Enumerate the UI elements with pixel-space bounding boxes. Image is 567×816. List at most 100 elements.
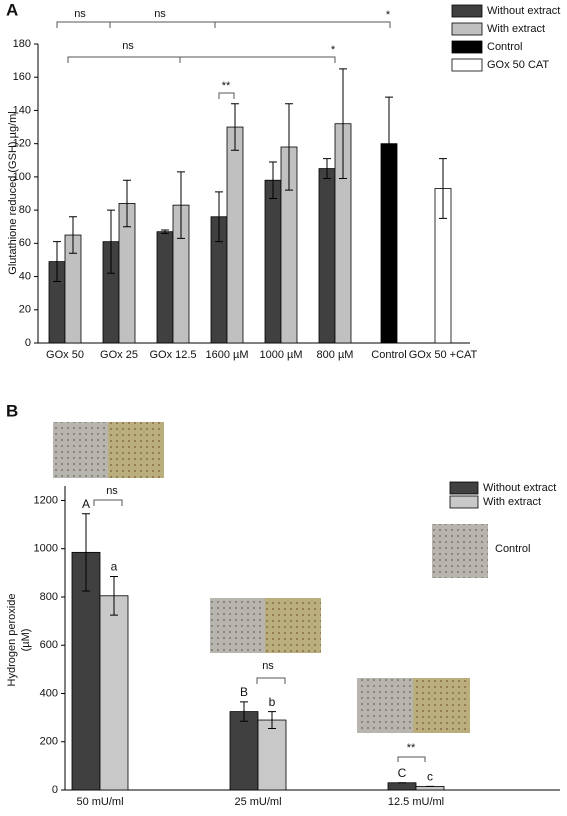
legend-label: Control	[487, 41, 522, 53]
significance-label: *	[386, 9, 391, 21]
error-bar	[123, 179, 131, 228]
legend-swatch	[449, 481, 479, 495]
bar	[156, 231, 174, 344]
legend-swatch	[451, 4, 483, 18]
bar-letter: A	[82, 497, 90, 511]
y-axis-label: Hydrogen peroxide	[6, 594, 18, 687]
significance-label: ns	[74, 8, 86, 20]
error-bar	[110, 575, 118, 616]
significance-bracket	[397, 756, 426, 762]
error-bar	[269, 161, 277, 199]
bar-letter: B	[240, 685, 248, 699]
error-bar	[231, 103, 239, 151]
error-bar	[82, 513, 90, 592]
significance-label: **	[407, 742, 416, 754]
micro-image	[210, 598, 265, 653]
error-bar	[69, 216, 77, 254]
significance-label: **	[222, 80, 231, 92]
error-bar	[177, 171, 185, 239]
bar-letter: b	[269, 695, 276, 709]
significance-bracket	[256, 677, 286, 684]
legend-swatch	[451, 40, 483, 54]
error-bar	[107, 209, 115, 274]
x-tick-label: GOx 12.5	[149, 349, 196, 361]
bar	[264, 179, 282, 344]
x-tick-label: GOx 50	[46, 349, 84, 361]
legend-swatch	[449, 495, 479, 509]
x-tick-label: Control	[371, 349, 406, 361]
y-tick-label: 180	[13, 38, 31, 50]
error-bar	[285, 103, 293, 191]
bar	[387, 782, 417, 791]
error-bar	[215, 191, 223, 243]
significance-label: ns	[262, 660, 274, 672]
error-bar	[268, 711, 276, 729]
legend-label: GOx 50 CAT	[487, 59, 549, 71]
significance-label: ns	[154, 8, 166, 20]
y-axis-label: (µM)	[20, 629, 32, 652]
legend-label: With extract	[483, 496, 541, 508]
image-label: Control	[495, 543, 530, 555]
y-tick-label: 100	[13, 171, 31, 183]
micro-image	[413, 678, 470, 733]
bar	[415, 785, 445, 791]
x-tick-label: 1000 µM	[259, 349, 302, 361]
significance-bracket	[56, 21, 391, 28]
x-tick-label: GOx 25	[100, 349, 138, 361]
y-tick-label: 600	[40, 639, 58, 651]
micro-image	[53, 422, 108, 478]
bar	[318, 168, 336, 344]
legend-label: Without extract	[483, 482, 556, 494]
y-tick-label: 120	[13, 138, 31, 150]
error-bar	[339, 68, 347, 180]
bar	[257, 719, 287, 791]
y-tick-label: 140	[13, 104, 31, 116]
y-tick-label: 1000	[34, 543, 58, 555]
bar	[99, 595, 129, 791]
legend-swatch	[451, 58, 483, 72]
x-tick-label: 800 µM	[317, 349, 354, 361]
y-tick-label: 60	[19, 237, 31, 249]
y-tick-label: 800	[40, 591, 58, 603]
y-tick-label: 0	[25, 337, 31, 349]
significance-bracket	[67, 56, 336, 63]
x-tick-label: 1600 µM	[205, 349, 248, 361]
error-bar	[323, 158, 331, 180]
y-tick-label: 160	[13, 71, 31, 83]
significance-bracket	[93, 499, 123, 506]
bar-letter: a	[111, 560, 118, 574]
significance-bracket	[218, 92, 235, 99]
legend-label: With extract	[487, 23, 545, 35]
x-tick-label: 25 mU/ml	[234, 796, 281, 808]
bar	[226, 126, 244, 344]
legend-label: Without extract	[487, 5, 560, 17]
y-tick-label: 0	[52, 784, 58, 796]
y-axis-label: Glutathione reduced (GSH) µg/ml	[7, 111, 19, 274]
x-tick-label: 12.5 mU/ml	[388, 796, 444, 808]
x-tick-label: 50 mU/ml	[76, 796, 123, 808]
significance-label: *	[331, 44, 336, 56]
y-tick-label: 200	[40, 736, 58, 748]
panel-label: A	[6, 0, 18, 19]
error-bar	[439, 158, 447, 219]
y-tick-label: 40	[19, 270, 31, 282]
micro-image	[357, 678, 413, 733]
panel-label: B	[6, 401, 18, 420]
error-bar	[53, 241, 61, 283]
legend-swatch	[451, 22, 483, 36]
error-bar	[161, 229, 169, 234]
y-tick-label: 20	[19, 304, 31, 316]
micro-image	[432, 524, 488, 578]
error-bar	[385, 96, 393, 191]
error-bar	[240, 701, 248, 722]
y-tick-label: 1200	[34, 494, 58, 506]
micro-image	[108, 422, 164, 478]
bar	[71, 551, 101, 791]
y-tick-label: 80	[19, 204, 31, 216]
bar-letter: c	[427, 770, 433, 784]
bar-letter: C	[398, 766, 407, 780]
micro-image	[265, 598, 321, 653]
significance-label: ns	[106, 485, 118, 497]
significance-label: ns	[122, 40, 134, 52]
